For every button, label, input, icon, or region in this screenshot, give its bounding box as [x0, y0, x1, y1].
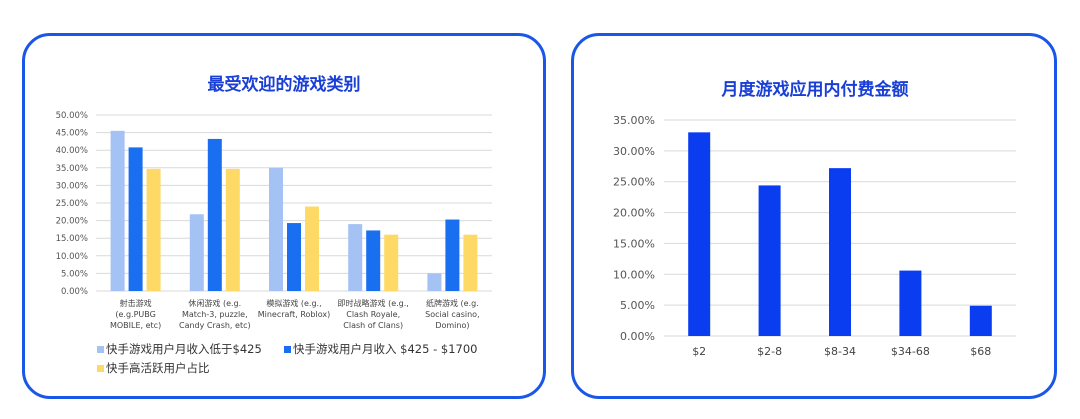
- bar-series-2: [207, 138, 222, 291]
- bar: [899, 270, 922, 336]
- y-tick-label: 25.00%: [56, 199, 88, 209]
- x-category-label: Domino): [435, 321, 469, 330]
- x-category-label: Social casino,: [425, 310, 479, 319]
- bar-series-1: [348, 224, 363, 291]
- bar-series-3: [146, 168, 161, 291]
- x-category-label: $2: [692, 345, 706, 358]
- y-tick-label: 5.00%: [620, 299, 655, 312]
- bar-series-3: [305, 206, 319, 291]
- chart-left-bars: [110, 130, 478, 291]
- bar-series-1: [427, 273, 442, 291]
- y-tick-label: 30.00%: [613, 145, 655, 158]
- x-category-label: (e.g.PUBG: [115, 310, 155, 319]
- x-category-label: 休闲游戏 (e.g.: [188, 298, 241, 308]
- chart-left-title: 最受欢迎的游戏类别: [208, 74, 361, 95]
- bar-series-2: [366, 230, 381, 291]
- legend-label-mid-income: 快手游戏用户月收入 $425 - $1700: [293, 342, 477, 356]
- x-category-label: Match-3, puzzle,: [182, 310, 248, 319]
- x-category-label: 射击游戏: [120, 298, 152, 308]
- chart-card-payment: [571, 33, 1057, 399]
- y-tick-label: 30.00%: [56, 181, 88, 191]
- x-category-label: Clash Royale,: [346, 310, 400, 319]
- y-tick-label: 20.00%: [56, 217, 88, 227]
- chart-card-categories: [22, 33, 546, 399]
- legend-swatch-high-active: [97, 365, 104, 372]
- bar-series-2: [287, 223, 301, 291]
- chart-left-x-axis: 射击游戏 (e.g.PUBG MOBILE, etc) 休闲游戏 (e.g. Match…: [110, 298, 480, 330]
- legend-label-high-active: 快手高活跃用户占比: [106, 361, 210, 375]
- y-tick-label: 0.00%: [620, 330, 655, 343]
- chart-right: 月度游戏应用内付费金额 0.00% 5.00% 10.00% 15.00% 20.00%…: [613, 79, 1016, 358]
- legend-swatch-mid-income: [284, 346, 291, 353]
- bar-series-2: [128, 147, 143, 291]
- bar-series-1: [189, 214, 204, 291]
- x-category-label: 纸牌游戏 (e.g.: [426, 298, 479, 308]
- bar-series-2: [445, 219, 460, 291]
- chart-right-y-axis: 0.00% 5.00% 10.00% 15.00% 20.00% 25.00% 30.00%…: [613, 114, 655, 343]
- bar: [758, 185, 781, 336]
- x-category-label: $8-34: [824, 345, 856, 358]
- legend-swatch-low-income: [97, 346, 104, 353]
- y-tick-label: 15.00%: [56, 234, 88, 244]
- x-category-label: $68: [970, 345, 991, 358]
- y-tick-label: 20.00%: [613, 207, 655, 220]
- y-tick-label: 35.00%: [613, 114, 655, 127]
- bar-series-1: [110, 130, 125, 291]
- bar-series-1: [269, 167, 283, 291]
- chart-left-y-axis: 0.00% 5.00% 10.00% 15.00% 20.00% 25.00% 30.00%…: [56, 111, 88, 297]
- y-tick-label: 40.00%: [56, 146, 88, 156]
- x-category-label: Minecraft, Roblox): [258, 310, 331, 319]
- x-category-label: 即时战略游戏 (e.g.,: [338, 298, 409, 308]
- bar-series-3: [225, 168, 240, 291]
- x-category-label: Candy Crash, etc): [179, 321, 251, 330]
- x-category-label: MOBILE, etc): [110, 321, 161, 330]
- x-category-label: $2-8: [757, 345, 782, 358]
- y-tick-label: 50.00%: [56, 111, 88, 121]
- x-category-label: Clash of Clans): [343, 321, 403, 330]
- x-category-label: 模拟游戏 (e.g.,: [266, 298, 321, 308]
- bar: [969, 305, 992, 336]
- legend-label-low-income: 快手游戏用户月收入低于$425: [106, 342, 262, 356]
- y-tick-label: 0.00%: [61, 287, 88, 297]
- y-tick-label: 15.00%: [613, 237, 655, 250]
- chart-right-title: 月度游戏应用内付费金额: [721, 79, 909, 100]
- x-category-label: $34-68: [891, 345, 930, 358]
- y-tick-label: 35.00%: [56, 164, 88, 174]
- bar-series-3: [463, 234, 478, 291]
- y-tick-label: 5.00%: [61, 269, 88, 279]
- y-tick-label: 10.00%: [613, 268, 655, 281]
- chart-right-x-axis: $2 $2-8 $8-34 $34-68 $68: [692, 345, 991, 358]
- chart-left: 最受欢迎的游戏类别 0.00% 5.00% 10.00% 15.00% 20.00% 25…: [56, 74, 492, 375]
- bar: [829, 168, 851, 336]
- y-tick-label: 45.00%: [56, 129, 88, 139]
- chart-right-bars: [688, 132, 992, 336]
- bar: [688, 132, 711, 336]
- chart-left-legend: 快手游戏用户月收入低于$425 快手游戏用户月收入 $425 - $1700 快…: [97, 342, 477, 375]
- y-tick-label: 25.00%: [613, 176, 655, 189]
- bar-series-3: [384, 234, 399, 291]
- y-tick-label: 10.00%: [56, 252, 88, 262]
